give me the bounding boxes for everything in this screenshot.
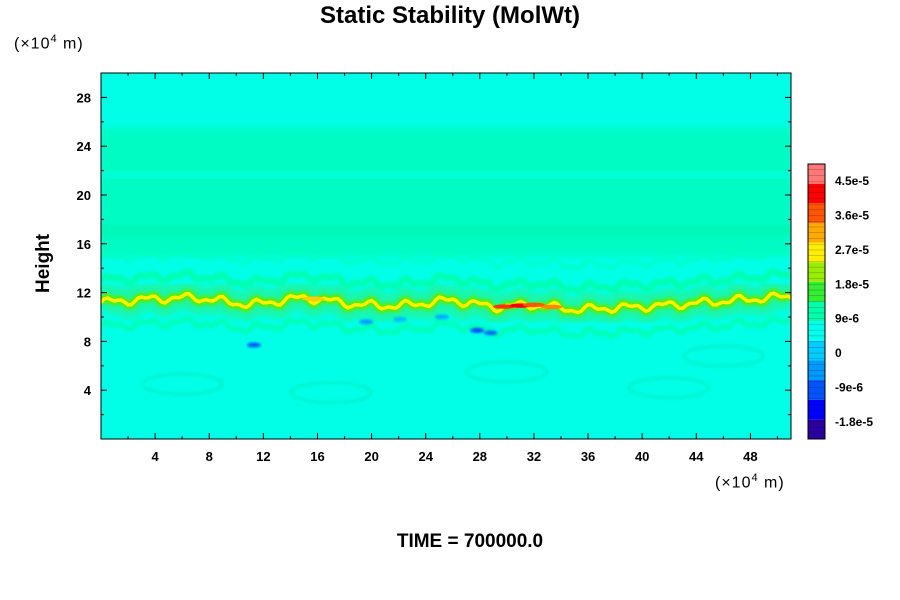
colorbar-swatch (808, 281, 825, 302)
lower-eddy (465, 360, 549, 384)
x-tick-label: 24 (418, 449, 433, 464)
y-tick-label: 20 (77, 188, 91, 203)
negative-patch (434, 314, 449, 320)
colorbar: 4.5e-5 3.6e-5 2.7e-5 1.8e-5 9e-6 0 -9e-6 -1.8e-… (807, 163, 873, 440)
colorbar-swatch (808, 340, 825, 361)
colorbar-swatch (808, 419, 825, 439)
x-tick-label: 48 (743, 449, 757, 464)
colorbar-swatch (808, 242, 825, 263)
mixing-filament (101, 315, 791, 340)
colorbar-tick-label: 2.7e-5 (835, 243, 869, 257)
chart-title: Static Stability (MolWt) (320, 2, 580, 29)
x-tick-label: 44 (689, 449, 704, 464)
colorbar-tick-label: 3.6e-5 (835, 209, 869, 223)
field-stripe (101, 170, 791, 180)
colorbar-swatch (808, 321, 825, 341)
y-tick-label: 8 (84, 334, 91, 349)
stability-band-core (101, 291, 791, 315)
time-label: TIME = 700000.0 (396, 531, 544, 552)
plot-area (101, 73, 791, 439)
band-hotspot (540, 304, 563, 310)
x-tick-label: 28 (473, 449, 487, 464)
band-hotspot (302, 296, 325, 301)
colorbar-swatch (808, 380, 825, 400)
colorbar-swatch (808, 203, 825, 223)
y-tick-label: 24 (77, 139, 92, 154)
colorbar-swatch (808, 164, 825, 184)
y-tick-label: 4 (84, 383, 92, 398)
colorbar-tick-label: 4.5e-5 (835, 174, 869, 188)
x-tick-label: 16 (310, 449, 324, 464)
colorbar-swatch (808, 183, 825, 204)
y-tick-label: 16 (77, 237, 91, 252)
colorbar-frame (807, 163, 826, 440)
lower-eddy (289, 381, 373, 405)
mixing-filament (101, 268, 791, 294)
colorbar-swatch (808, 262, 825, 282)
x-tick-label: 8 (206, 449, 213, 464)
lower-eddy (140, 372, 224, 396)
y-tick-label: 12 (77, 286, 91, 301)
x-tick-label: 32 (527, 449, 541, 464)
plot-frame (100, 72, 792, 440)
x-tick-label: 12 (256, 449, 270, 464)
colorbar-tick-label: 1.8e-5 (835, 277, 869, 291)
field-upper-layer (101, 127, 791, 257)
negative-patch (359, 319, 374, 325)
colorbar-tick-label: 0 (835, 346, 842, 360)
negative-patch (470, 328, 485, 333)
negative-patch (246, 342, 261, 348)
colorbar-swatch (808, 301, 825, 322)
colorbar-tick-label: -1.8e-5 (835, 415, 873, 429)
negative-patch (483, 330, 498, 336)
x-tick-label: 4 (152, 449, 160, 464)
colorbar-tick-label: -9e-6 (835, 380, 863, 394)
colorbar-tick-label: 9e-6 (835, 312, 859, 326)
lower-eddy (627, 376, 711, 400)
x-tick-label: 36 (581, 449, 595, 464)
colorbar-swatch (808, 399, 825, 420)
mixing-filament (101, 247, 791, 271)
lower-eddy (681, 344, 765, 368)
y-tick-label: 28 (77, 90, 91, 105)
x-tick-label: 20 (364, 449, 378, 464)
band-hotspot (522, 302, 545, 307)
field-stripe (101, 224, 791, 237)
y-axis-unit: (×104 m) (14, 33, 84, 53)
x-tick-label: 40 (635, 449, 649, 464)
x-axis-unit: (×104 m) (715, 472, 785, 492)
negative-patch (393, 317, 407, 322)
